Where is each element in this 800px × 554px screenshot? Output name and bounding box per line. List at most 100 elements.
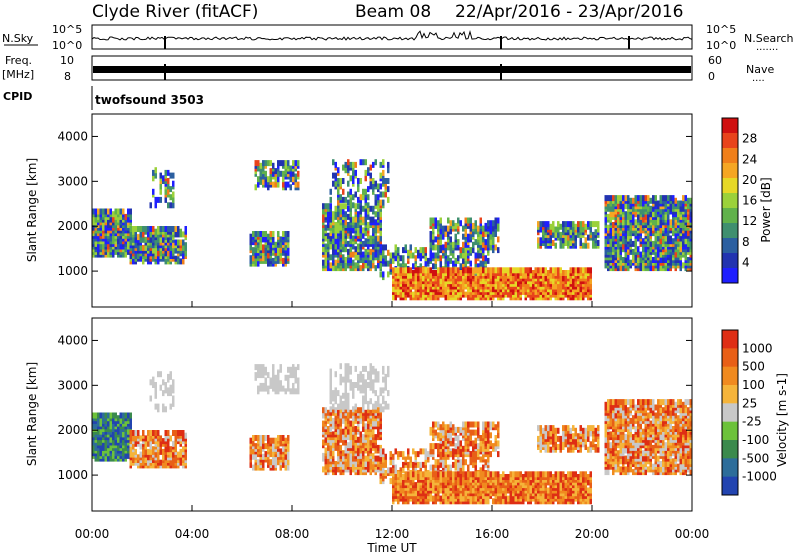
heatmap-cell bbox=[264, 443, 267, 450]
heatmap-cell bbox=[479, 244, 482, 251]
heatmap-cell bbox=[357, 203, 360, 210]
heatmap-cell bbox=[624, 257, 627, 263]
heatmap-cell bbox=[282, 160, 285, 167]
heatmap-cell bbox=[172, 242, 175, 249]
heatmap-cell bbox=[672, 195, 675, 202]
heatmap-cell bbox=[494, 222, 497, 229]
heatmap-cell bbox=[324, 447, 327, 454]
heatmap-cell bbox=[347, 442, 350, 449]
heatmap-cell bbox=[454, 294, 457, 301]
heatmap-cell bbox=[449, 228, 452, 235]
heatmap-cell bbox=[342, 203, 345, 210]
heatmap-cell bbox=[149, 231, 152, 238]
heatmap-cell bbox=[337, 222, 340, 228]
heatmap-cell bbox=[487, 236, 490, 243]
heatmap-cell bbox=[339, 224, 342, 231]
heatmap-cell bbox=[437, 225, 440, 232]
heatmap-cell bbox=[117, 208, 120, 215]
heatmap-cell bbox=[277, 170, 280, 177]
heatmap-cell bbox=[389, 459, 392, 466]
heatmap-cell bbox=[144, 443, 147, 450]
heatmap-cell bbox=[349, 257, 352, 263]
heatmap-cell bbox=[184, 250, 187, 257]
heatmap-cell bbox=[264, 160, 267, 167]
heatmap-cell bbox=[497, 236, 500, 243]
heatmap-cell bbox=[634, 195, 637, 202]
heatmap-cell bbox=[434, 252, 437, 259]
heatmap-cell bbox=[452, 260, 455, 267]
heatmap-cell bbox=[419, 286, 422, 293]
heatmap-cell bbox=[359, 384, 362, 391]
heatmap-cell bbox=[172, 395, 175, 402]
heatmap-cell bbox=[547, 270, 550, 276]
heatmap-cell bbox=[349, 455, 352, 462]
heatmap-cell bbox=[259, 435, 262, 441]
heatmap-cell bbox=[497, 280, 500, 287]
heatmap-cell bbox=[284, 168, 287, 175]
heatmap-cell bbox=[352, 463, 355, 470]
heatmap-cell bbox=[322, 412, 325, 419]
heatmap-cell bbox=[432, 252, 435, 259]
heatmap-cell bbox=[357, 230, 360, 237]
heatmap-cell bbox=[377, 400, 380, 407]
heatmap-cell bbox=[619, 265, 622, 272]
heatmap-cell bbox=[402, 267, 405, 274]
heatmap-cell bbox=[672, 238, 675, 245]
heatmap-cell bbox=[289, 170, 292, 177]
heatmap-cell bbox=[344, 403, 347, 410]
heatmap-cell bbox=[449, 236, 452, 243]
heatmap-cell bbox=[259, 372, 262, 379]
heatmap-cell bbox=[382, 178, 385, 184]
heatmap-cell bbox=[377, 426, 380, 432]
heatmap-cell bbox=[324, 224, 327, 231]
heatmap-cell bbox=[487, 257, 490, 264]
heatmap-cell bbox=[262, 369, 265, 376]
heatmap-cell bbox=[337, 455, 340, 462]
heatmap-cell bbox=[392, 257, 395, 264]
heatmap-cell bbox=[349, 409, 352, 416]
heatmap-cell bbox=[252, 247, 255, 254]
heatmap-cell bbox=[167, 183, 170, 190]
heatmap-cell bbox=[484, 459, 487, 466]
heatmap-cell bbox=[334, 259, 337, 266]
heatmap-cell bbox=[474, 252, 477, 259]
heatmap-cell bbox=[667, 248, 670, 255]
heatmap-cell bbox=[374, 194, 377, 201]
heatmap-cell bbox=[424, 459, 427, 466]
heatmap-cell bbox=[349, 384, 352, 391]
heatmap-cell bbox=[444, 263, 447, 270]
heatmap-cell bbox=[437, 220, 440, 227]
heatmap-cell bbox=[99, 412, 102, 419]
heatmap-cell bbox=[627, 235, 630, 242]
heatmap-cell bbox=[542, 221, 545, 228]
heatmap-cell bbox=[687, 246, 690, 253]
heatmap-cell bbox=[617, 203, 620, 210]
heatmap-cell bbox=[524, 267, 527, 274]
heatmap-cell bbox=[614, 208, 617, 215]
heatmap-cell bbox=[254, 372, 257, 379]
heatmap-cell bbox=[467, 217, 470, 224]
heatmap-cell bbox=[342, 232, 345, 239]
heatmap-cell bbox=[432, 244, 435, 251]
heatmap-cell bbox=[394, 470, 397, 476]
heatmap-cell bbox=[374, 251, 377, 258]
heatmap-cell bbox=[642, 195, 645, 202]
heatmap-cell bbox=[662, 195, 665, 202]
heatmap-cell bbox=[279, 448, 282, 455]
heatmap-cell bbox=[362, 365, 365, 372]
heatmap-cell bbox=[124, 246, 127, 253]
noise-right-label: N.Search bbox=[744, 32, 794, 45]
heatmap-cell bbox=[289, 388, 292, 395]
heatmap-cell bbox=[132, 236, 135, 243]
colorbar-segment bbox=[722, 208, 738, 224]
heatmap-cell bbox=[522, 267, 525, 274]
heatmap-cell bbox=[349, 188, 352, 195]
heatmap-cell bbox=[344, 203, 347, 210]
heatmap-cell bbox=[267, 372, 270, 379]
heatmap-cell bbox=[369, 431, 372, 438]
heatmap-cell bbox=[584, 272, 587, 279]
heatmap-cell bbox=[402, 255, 405, 262]
heatmap-cell bbox=[532, 291, 535, 298]
heatmap-cell bbox=[462, 252, 465, 259]
heatmap-cell bbox=[152, 438, 155, 445]
